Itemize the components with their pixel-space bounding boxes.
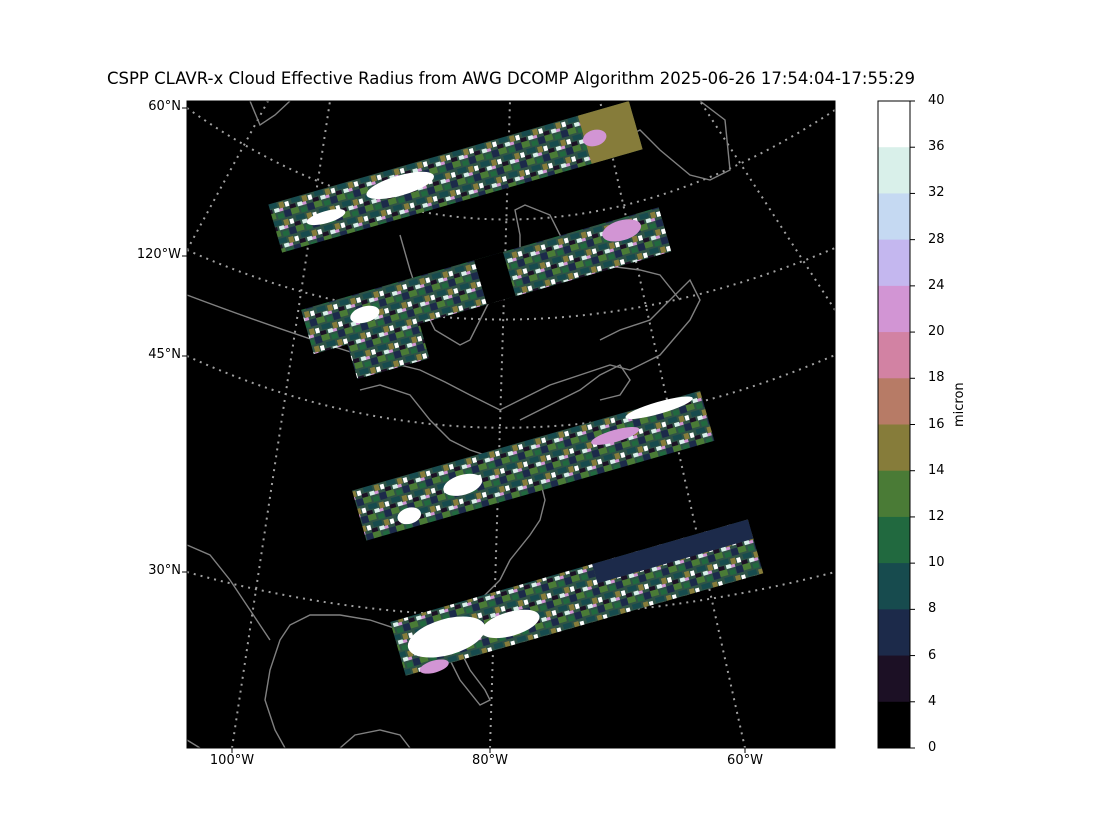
colorbar-tick-label: 20: [928, 324, 945, 340]
colorbar-tick-label: 16: [928, 416, 945, 432]
lat-label-30n: 30°N: [148, 563, 181, 578]
colorbar: [877, 100, 915, 749]
map-title: CSPP CLAVR-x Cloud Effective Radius from…: [106, 69, 916, 88]
colorbar-segment: [878, 378, 910, 425]
colorbar-tick-label: 14: [928, 462, 945, 478]
map-background: [187, 101, 835, 748]
lon-label-80w: 80°W: [472, 753, 508, 768]
swath-1: [268, 101, 643, 253]
lon-label-60w: 60°W: [727, 753, 763, 768]
colorbar-segment: [878, 101, 910, 148]
colorbar-segment: [878, 655, 910, 703]
colorbar-segment: [878, 609, 910, 657]
colorbar-tick-label: 28: [928, 231, 945, 247]
colorbar-tick-label: 32: [928, 185, 945, 201]
colorbar-tick-label: 18: [928, 370, 945, 386]
colorbar-segment: [878, 701, 910, 749]
lat-label-45n: 45°N: [148, 347, 181, 362]
swath-3: [352, 390, 715, 541]
colorbar-tick-label: 36: [928, 139, 945, 155]
colorbar-tick-label: 8: [928, 601, 937, 617]
colorbar-segment: [878, 239, 910, 287]
colorbar-segment: [878, 516, 910, 564]
swath-4: [390, 519, 764, 676]
colorbar-segment: [878, 563, 910, 610]
colorbar-tick-label: 24: [928, 277, 945, 293]
colorbar-segment: [878, 332, 910, 379]
lon-label-100w: 100°W: [209, 753, 255, 768]
colorbar-segment: [878, 193, 910, 241]
colorbar-segment: [878, 470, 910, 518]
colorbar-tick-label: 40: [928, 93, 945, 108]
colorbar-segment: [878, 424, 910, 472]
colorbar-unit-label: micron: [952, 382, 967, 427]
colorbar-segment: [878, 285, 910, 333]
colorbar-tick-label: 4: [928, 693, 937, 709]
colorbar-tick-label: 6: [928, 647, 937, 663]
colorbar-tick-label: 10: [928, 555, 945, 571]
colorbar-segment: [878, 147, 910, 194]
lon-label-120w: 120°W: [136, 247, 181, 262]
colorbar-tick-label: 0: [928, 740, 937, 755]
lat-label-60n: 60°N: [148, 99, 181, 114]
map-frame: [186, 100, 836, 749]
colorbar-tick-label: 12: [928, 508, 945, 524]
swath-2: [301, 207, 672, 380]
